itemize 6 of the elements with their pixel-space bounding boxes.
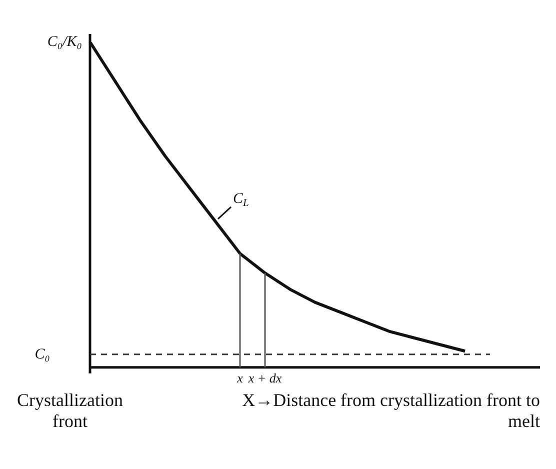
text: Crystallization front <box>17 390 123 432</box>
ref-line-label: C₀ <box>34 346 50 362</box>
x-tick-label: x <box>236 370 244 386</box>
text: C₀/K₀ <box>47 34 82 50</box>
x-axis-title: X→Distance from crystallization front to melt <box>242 390 540 432</box>
x-tick-label: x + dx <box>247 370 282 386</box>
